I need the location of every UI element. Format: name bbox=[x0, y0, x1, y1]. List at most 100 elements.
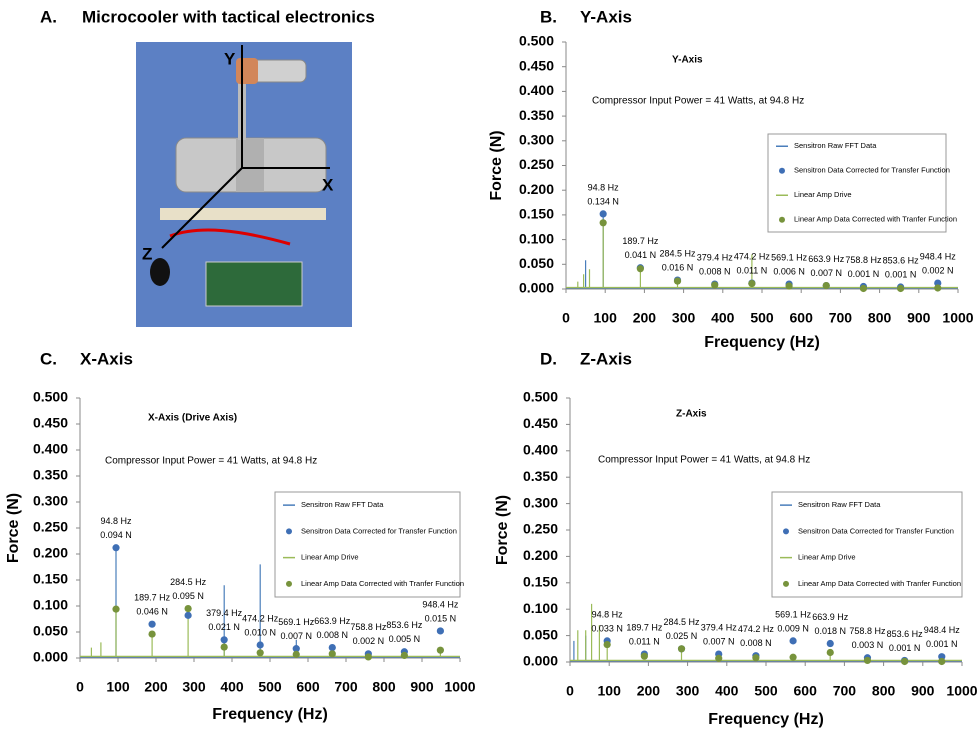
data-label: 0.007 N bbox=[703, 636, 735, 646]
data-label: 0.001 N bbox=[926, 639, 958, 649]
y-tick-label: 0.050 bbox=[33, 623, 68, 639]
peak-frequency-label: 948.4 Hz bbox=[422, 599, 459, 609]
data-point bbox=[292, 650, 300, 658]
y-tick-label: 0.500 bbox=[523, 389, 558, 405]
z-arrow bbox=[161, 167, 243, 249]
legend-box bbox=[767, 133, 947, 233]
peak-frequency-label: 569.1 Hz bbox=[278, 617, 315, 627]
peak-frequency-label: 189.7 Hz bbox=[622, 236, 659, 246]
data-point bbox=[220, 636, 228, 644]
data-point bbox=[711, 281, 719, 289]
panel-label: A. bbox=[40, 7, 57, 26]
y-tick-label: 0.200 bbox=[33, 545, 68, 561]
x-tick-label: 400 bbox=[711, 310, 735, 326]
data-point bbox=[863, 656, 872, 665]
data-point bbox=[184, 605, 192, 613]
data-label: 0.018 N bbox=[814, 626, 846, 636]
data-label: 0.008 N bbox=[740, 638, 772, 648]
x-tick-label: 100 bbox=[598, 683, 622, 699]
y-tick-label: 0.250 bbox=[519, 156, 554, 172]
inner-title: Z-Axis bbox=[676, 409, 707, 420]
x-axis-title: Frequency (Hz) bbox=[704, 334, 820, 351]
legend-label: Linear Amp Drive bbox=[798, 553, 856, 562]
x-tick-label: 800 bbox=[372, 679, 396, 695]
annotation: Compressor Input Power = 41 Watts, at 94… bbox=[598, 455, 810, 466]
peak-frequency-label: 853.6 Hz bbox=[386, 620, 423, 630]
annotation: Compressor Input Power = 41 Watts, at 94… bbox=[105, 456, 317, 467]
data-label: 0.005 N bbox=[389, 634, 421, 644]
ruler bbox=[160, 208, 326, 220]
y-axis-title: Force (N) bbox=[494, 495, 511, 565]
y-tick-label: 0.450 bbox=[523, 415, 558, 431]
x-tick-label: 0 bbox=[562, 310, 570, 326]
legend-swatch bbox=[286, 580, 292, 587]
data-point bbox=[677, 645, 686, 653]
data-point bbox=[785, 282, 793, 290]
x-tick-label: 200 bbox=[637, 683, 661, 699]
chart: B. Y-Axis Force (N) Frequency (Hz) 0.000 0.05… bbox=[488, 7, 974, 351]
legend-label: Sensitron Data Corrected for Transfer Fu… bbox=[301, 526, 457, 535]
data-label: 0.006 N bbox=[773, 266, 805, 276]
peak-frequency-label: 379.4 Hz bbox=[701, 622, 738, 632]
peak-frequency-label: 663.9 Hz bbox=[812, 612, 849, 622]
peak-frequency-label: 379.4 Hz bbox=[206, 608, 243, 618]
data-label: 0.011 N bbox=[629, 636, 660, 646]
data-label: 0.033 N bbox=[591, 623, 623, 633]
legend-label: Sensitron Raw FFT Data bbox=[798, 500, 881, 509]
data-label: 0.009 N bbox=[777, 623, 809, 633]
y-tick-label: 0.300 bbox=[33, 493, 68, 509]
electronics-board bbox=[205, 261, 303, 307]
y-tick-label: 0.350 bbox=[523, 468, 558, 484]
panel-title: Microcooler with tactical electronics bbox=[82, 7, 375, 26]
x-tick-label: 500 bbox=[754, 683, 778, 699]
panel-label: B. bbox=[540, 7, 557, 26]
data-point bbox=[599, 219, 607, 227]
data-point bbox=[328, 650, 336, 658]
peak-frequency-label: 758.8 Hz bbox=[350, 622, 387, 632]
data-label: 0.002 N bbox=[353, 636, 385, 646]
data-label: 0.007 N bbox=[810, 268, 842, 278]
x-tick-label: 100 bbox=[106, 679, 130, 695]
y-tick-label: 0.400 bbox=[33, 441, 68, 457]
axis-letter: Z bbox=[142, 244, 152, 263]
data-point bbox=[400, 651, 408, 660]
data-point bbox=[112, 544, 120, 552]
x-tick-label: 600 bbox=[794, 683, 818, 699]
chart: D. Z-Axis Force (N) Frequency (Hz) 0.000 0.05… bbox=[494, 349, 978, 728]
x-tick-label: 0 bbox=[566, 683, 574, 699]
x-tick-label: 600 bbox=[790, 310, 814, 326]
y-tick-label: 0.200 bbox=[523, 547, 558, 563]
legend-label: Linear Amp Drive bbox=[301, 553, 359, 562]
peak-frequency-label: 758.8 Hz bbox=[849, 626, 886, 636]
data-point bbox=[752, 654, 760, 662]
data-label: 0.016 N bbox=[662, 262, 694, 272]
x-tick-label: 1000 bbox=[942, 310, 973, 326]
data-point bbox=[436, 627, 444, 635]
peak-frequency-label: 663.9 Hz bbox=[808, 254, 845, 264]
legend-swatch bbox=[286, 528, 292, 535]
x-tick-label: 200 bbox=[633, 310, 657, 326]
y-tick-label: 0.500 bbox=[33, 389, 68, 405]
data-point bbox=[148, 620, 156, 628]
data-label: 0.015 N bbox=[425, 613, 457, 623]
x-tick-label: 500 bbox=[750, 310, 774, 326]
peak-frequency-label: 474.2 Hz bbox=[738, 624, 775, 634]
peak-frequency-label: 189.7 Hz bbox=[134, 593, 171, 603]
panel-title: X-Axis bbox=[80, 349, 133, 368]
y-tick-label: 0.150 bbox=[33, 571, 68, 587]
legend-swatch bbox=[783, 580, 789, 587]
x-tick-label: 500 bbox=[258, 679, 282, 695]
y-tick-label: 0.000 bbox=[33, 649, 68, 665]
peak-frequency-label: 189.7 Hz bbox=[626, 622, 663, 632]
data-point bbox=[220, 643, 228, 651]
y-tick-label: 0.150 bbox=[523, 574, 558, 590]
y-tick-label: 0.400 bbox=[523, 442, 558, 458]
x-tick-label: 100 bbox=[594, 310, 618, 326]
legend-swatch bbox=[779, 216, 785, 223]
x-tick-label: 0 bbox=[76, 679, 84, 695]
data-point bbox=[292, 645, 300, 653]
x-tick-label: 700 bbox=[829, 310, 853, 326]
data-label: 0.041 N bbox=[625, 250, 657, 260]
legend-label: Sensitron Data Corrected for Transfer Fu… bbox=[794, 166, 950, 175]
y-tick-label: 0.000 bbox=[519, 280, 554, 296]
